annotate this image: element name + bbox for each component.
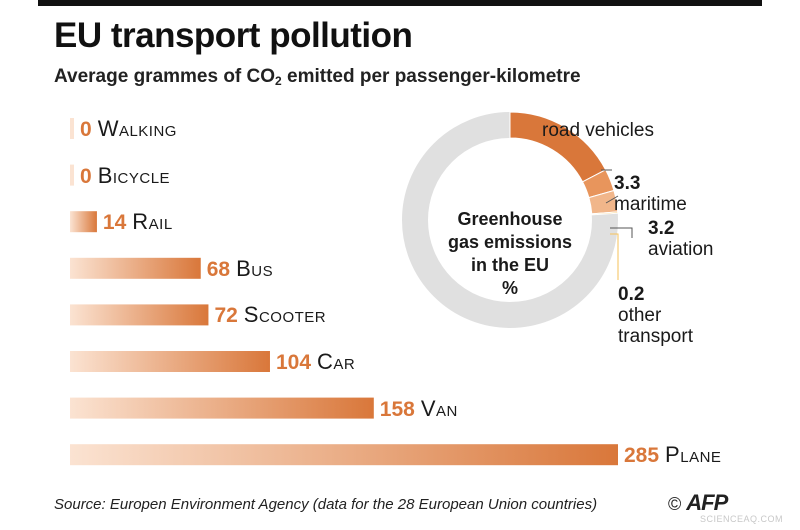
subtitle-subscript: 2 (275, 74, 282, 88)
donut-center-line: gas emissions (447, 232, 573, 252)
donut-center-line: in the EU (470, 255, 549, 275)
other-transport-label: 0.2 other transport (618, 284, 693, 347)
bar-van (70, 397, 374, 419)
maritime-name: maritime (614, 194, 687, 215)
aviation-value: 3.2 (648, 218, 675, 239)
source-note: Source: Europen Environment Agency (data… (54, 496, 598, 513)
donut-center-line: % (501, 278, 518, 298)
bar-value-label: 72 (214, 304, 238, 328)
maritime-value: 3.3 (614, 173, 641, 194)
copyright-symbol: © (668, 494, 682, 514)
bar-label-van: 158 Van (379, 395, 458, 422)
other-transport-name-line2: transport (618, 326, 693, 347)
donut-leader-line (610, 233, 619, 280)
bar-label-walking: 0 Walking (80, 117, 177, 142)
bar-label-bus: 68 Bus (206, 255, 274, 282)
bar-value-label: 104 (275, 351, 312, 374)
subtitle-suffix: emitted per passenger-kilometre (281, 66, 581, 87)
bar-bicycle (70, 164, 74, 186)
bar-category-label: Walking (97, 116, 177, 141)
bar-value-label: 68 (206, 257, 231, 281)
chart-subtitle: Average grammes of CO2 emitted per passe… (54, 66, 581, 88)
bar-rail (70, 211, 97, 233)
afp-logo: AFP (686, 490, 728, 515)
watermark: SCIENCEAQ.COM (700, 514, 784, 524)
bar-label-scooter: 72 Scooter (214, 303, 326, 328)
bar-value-label: 0 (80, 118, 92, 141)
chart-title: EU transport pollution (54, 16, 413, 55)
bar-category-label: Bus (236, 255, 274, 281)
maritime-label: 3.3 maritime (614, 173, 687, 215)
other-transport-value: 0.2 (618, 284, 645, 305)
bar-category-label: Car (317, 349, 356, 374)
bar-label-plane: 285 Plane (624, 443, 721, 468)
bar-value-label: 14 (102, 211, 127, 235)
bar-value-label: 285 (624, 444, 660, 468)
donut-leader-line (605, 195, 619, 204)
aviation-name: aviation (648, 239, 714, 260)
bar-walking (70, 118, 74, 139)
bar-category-label: Bicycle (97, 162, 171, 188)
bar-bus (70, 257, 201, 279)
subtitle-prefix: Average grammes of CO (54, 66, 276, 87)
bar-category-label: Van (420, 395, 458, 421)
top-rule (38, 0, 762, 6)
bar-label-car: 104 Car (276, 350, 355, 375)
bar-category-label: Rail (132, 209, 173, 235)
donut-center-title: Greenhouse gas emissions in the EU % (430, 208, 590, 300)
bar-label-bicycle: 0 Bicycle (80, 162, 171, 189)
donut-leader-line (610, 227, 633, 238)
bar-value-label: 158 (379, 397, 415, 421)
road-vehicles-label: road vehicles (542, 120, 654, 141)
credit: © AFP (668, 490, 728, 516)
bar-category-label: Scooter (243, 302, 327, 328)
bar-label-rail: 14 Rail (103, 210, 173, 235)
bar-category-label: Plane (665, 442, 722, 468)
donut-slice-other-transport (591, 211, 619, 216)
other-transport-name-line1: other (618, 305, 662, 326)
road-vehicles-value: 17.3 (515, 146, 554, 168)
bar-value-label: 0 (80, 164, 92, 188)
bar-scooter (70, 304, 209, 326)
donut-center-line: Greenhouse (457, 209, 563, 229)
bar-car (70, 351, 270, 372)
aviation-label: 3.2 aviation (648, 218, 714, 260)
donut-chart (402, 111, 633, 328)
bar-plane (70, 444, 618, 466)
